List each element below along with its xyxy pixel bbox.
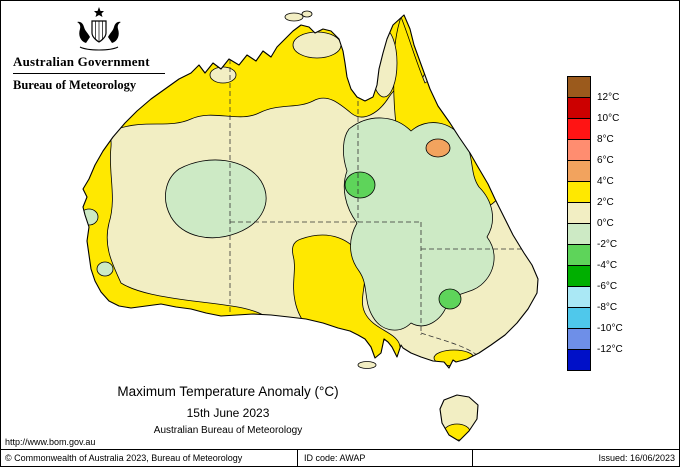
legend-label: -4°C <box>597 260 618 271</box>
footer-copyright: © Commonwealth of Australia 2023, Bureau… <box>5 453 243 463</box>
anomaly-palegreen-sacoast <box>312 328 340 346</box>
legend-label: 12°C <box>597 92 620 103</box>
map-date: 15th June 2023 <box>186 406 270 420</box>
legend-color-cell <box>568 182 590 203</box>
legend-color-cell <box>568 203 590 224</box>
map-attribution: Australian Bureau of Meteorology <box>153 425 303 436</box>
anomaly-green-centre <box>344 171 376 199</box>
map-title: Maximum Temperature Anomaly (°C) <box>117 384 339 399</box>
kangaroo-island <box>357 361 377 369</box>
legend-label: 8°C <box>597 134 614 145</box>
legend-label: -10°C <box>597 323 623 334</box>
legend-label: 6°C <box>597 155 614 166</box>
anomaly-cream-capeyork <box>370 28 398 98</box>
legend-color-cell <box>568 245 590 266</box>
government-label: Australian Government <box>13 54 150 69</box>
legend-label: 10°C <box>597 113 620 124</box>
map-title-block: Maximum Temperature Anomaly (°C) 15th Ju… <box>53 384 403 436</box>
footer-id-code: ID code: AWAP <box>297 450 472 466</box>
anomaly-yellow-tasmania <box>443 423 471 441</box>
legend-color-cell <box>568 161 590 182</box>
legend-color-cell <box>568 329 590 350</box>
anomaly-palegreen-centralwest <box>165 159 267 239</box>
temperature-legend: 12°C 10°C 8°C 6°C 4°C 2°C 0°C -2°C -4°C -6°C -8°C -… <box>567 76 623 371</box>
legend-color-cell <box>568 140 590 161</box>
brand-divider <box>13 73 165 74</box>
footer-issued: Issued: 16/06/2023 <box>472 450 679 466</box>
anomaly-palegreen-sharkbay <box>83 208 99 226</box>
legend-color-cell <box>568 287 590 308</box>
legend-label: -12°C <box>597 344 623 355</box>
anomaly-cream-kimberley <box>209 66 237 84</box>
anomaly-cream-arnhem <box>292 31 342 59</box>
melville-island <box>301 10 313 18</box>
agency-brand: Australian Government Bureau of Meteorol… <box>13 5 185 93</box>
anomaly-palegreen-southwest <box>96 261 114 277</box>
bom-url: http://www.bom.gov.au <box>5 437 96 447</box>
legend-label: 4°C <box>597 176 614 187</box>
legend-label: -8°C <box>597 302 618 313</box>
legend-labels: 12°C 10°C 8°C 6°C 4°C 2°C 0°C -2°C -4°C -6°C -8°C -… <box>597 76 643 372</box>
legend-color-cell <box>568 119 590 140</box>
legend-color-cell <box>568 77 590 98</box>
footer-bar: © Commonwealth of Australia 2023, Bureau… <box>1 449 679 466</box>
legend-color-cell <box>568 308 590 329</box>
coat-of-arms-icon <box>77 7 121 51</box>
legend-scale <box>567 76 591 371</box>
legend-label: -2°C <box>597 239 618 250</box>
legend-color-cell <box>568 224 590 245</box>
anomaly-orange-queensland <box>425 138 451 158</box>
legend-color-cell <box>568 98 590 119</box>
anomaly-green-nsw <box>438 288 462 310</box>
bureau-label: Bureau of Meteorology <box>13 78 137 92</box>
legend-color-cell <box>568 350 590 370</box>
legend-label: 0°C <box>597 218 614 229</box>
legend-label: -6°C <box>597 281 618 292</box>
islands <box>284 10 377 369</box>
legend-label: 2°C <box>597 197 614 208</box>
tiwi-island <box>284 12 304 22</box>
legend-color-cell <box>568 266 590 287</box>
